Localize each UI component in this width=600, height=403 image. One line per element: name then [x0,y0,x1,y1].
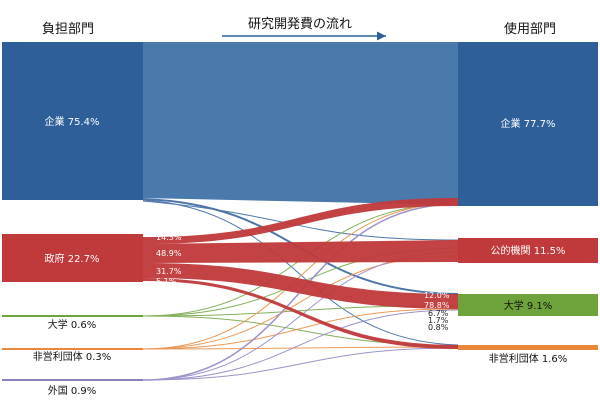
target-node-public [458,238,598,263]
flow-foreign-univ [142,309,459,381]
flow-label-univ-2: 78.8% [424,301,450,310]
source-header: 負担部門 [42,22,94,37]
gov-flows [143,198,458,349]
flow-company-public [142,200,459,241]
flow-foreign-np [142,347,459,381]
source-node-foreign [2,379,143,381]
source-node-company [2,42,143,200]
flow-label-univ-5: 0.8% [428,323,449,332]
flow-np-univ [142,308,459,350]
target-label-company: 企業 77.7% [501,117,556,130]
flow-header: 研究開発費の流れ [248,17,352,32]
target-node-nonprofit [458,345,598,350]
flow-label-univ-1: 12.0% [424,291,450,300]
target-label-nonprofit: 非営利団体 1.6% [489,352,568,365]
flow-np-np [142,346,459,350]
flow-gov-nonprofit [143,278,458,349]
source-label-government: 政府 22.7% [45,252,100,265]
flow-univ-nonprofit [142,315,459,347]
flow-company-nonprofit [142,199,459,346]
flow-company-company [143,42,458,205]
flow-gov-company [143,198,458,244]
flow-label-univ-3: 6.7% [428,309,449,318]
flow-label-gov-company: 14.3% [156,233,182,242]
source-label-company: 企業 75.4% [45,115,100,128]
flow-gov-university [143,263,458,309]
source-node-government [2,234,143,282]
target-node-university [458,294,598,316]
source-node-university [2,315,143,317]
flow-label-univ-4: 1.7% [428,316,449,325]
flow-label-gov-nonprofit: 5.1% [156,277,177,286]
target-header: 使用部門 [504,21,556,37]
flow-gov-public [143,240,458,263]
flow-label-gov-public: 48.9% [156,249,182,258]
source-node-nonprofit [2,348,143,350]
target-label-public: 公的機関 11.5% [491,244,566,257]
target-label-university: 大学 9.1% [504,299,553,312]
source-label-nonprofit: 非営利団体 0.3% [33,350,112,363]
source-label-foreign: 外国 0.9% [48,385,97,397]
flow-np-company [142,202,459,350]
source-label-university: 大学 0.6% [48,318,97,331]
target-node-company [458,42,598,206]
flow-label-gov-university: 31.7% [156,267,182,276]
